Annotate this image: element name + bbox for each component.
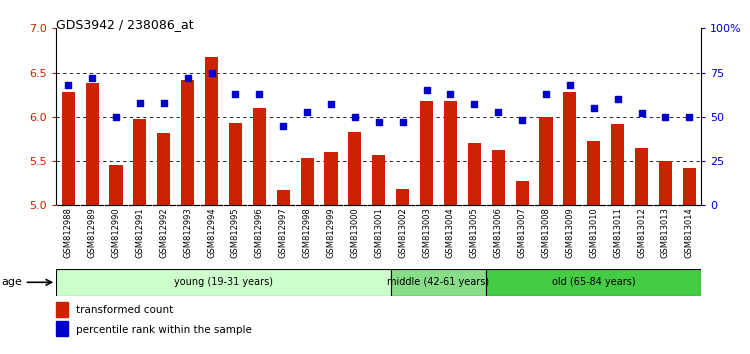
Text: transformed count: transformed count <box>76 305 172 315</box>
Text: GSM812994: GSM812994 <box>207 207 216 258</box>
Point <box>659 114 671 120</box>
Point <box>445 91 457 97</box>
Bar <box>372 155 386 205</box>
Bar <box>134 120 146 205</box>
Point <box>134 100 146 105</box>
Bar <box>635 148 648 205</box>
Bar <box>391 269 486 296</box>
Text: young (19-31 years): young (19-31 years) <box>174 277 273 287</box>
Bar <box>56 269 391 296</box>
Bar <box>205 57 218 205</box>
Point <box>683 114 695 120</box>
Bar <box>492 150 505 205</box>
Point <box>373 119 385 125</box>
Bar <box>682 168 696 205</box>
Text: GSM813003: GSM813003 <box>422 207 431 258</box>
Text: GDS3942 / 238086_at: GDS3942 / 238086_at <box>56 18 194 31</box>
Bar <box>253 108 266 205</box>
Bar <box>277 190 290 205</box>
Text: GSM812991: GSM812991 <box>135 207 144 258</box>
Point <box>62 82 74 88</box>
Point <box>421 87 433 93</box>
Text: GSM813004: GSM813004 <box>446 207 455 258</box>
Text: age: age <box>2 277 22 287</box>
Bar <box>658 161 672 205</box>
Text: GSM813005: GSM813005 <box>470 207 478 258</box>
Text: old (65-84 years): old (65-84 years) <box>552 277 635 287</box>
Text: GSM812996: GSM812996 <box>255 207 264 258</box>
Text: GSM813012: GSM813012 <box>637 207 646 258</box>
Point <box>278 123 290 129</box>
Bar <box>181 80 194 205</box>
Bar <box>325 152 338 205</box>
Point <box>635 110 647 116</box>
Bar <box>611 124 624 205</box>
Bar <box>86 83 99 205</box>
Point <box>325 102 337 107</box>
Bar <box>348 132 361 205</box>
Bar <box>444 101 457 205</box>
Bar <box>62 92 75 205</box>
Point <box>612 96 624 102</box>
Point <box>588 105 600 111</box>
Bar <box>539 117 553 205</box>
Point <box>110 114 122 120</box>
Point <box>158 100 170 105</box>
Point <box>86 75 98 81</box>
Text: GSM812993: GSM812993 <box>183 207 192 258</box>
Text: GSM813006: GSM813006 <box>494 207 502 258</box>
Point <box>468 102 480 107</box>
Point <box>540 91 552 97</box>
Text: GSM813009: GSM813009 <box>566 207 574 258</box>
Point <box>516 118 528 123</box>
Text: GSM813014: GSM813014 <box>685 207 694 258</box>
Text: GSM812990: GSM812990 <box>112 207 121 258</box>
Text: GSM812995: GSM812995 <box>231 207 240 258</box>
Text: GSM813011: GSM813011 <box>614 207 622 258</box>
Bar <box>587 141 600 205</box>
Text: GSM813002: GSM813002 <box>398 207 407 258</box>
Point <box>230 91 242 97</box>
Point <box>301 109 313 114</box>
Bar <box>468 143 481 205</box>
Bar <box>110 166 122 205</box>
Text: GSM813010: GSM813010 <box>590 207 598 258</box>
Bar <box>486 269 701 296</box>
Text: GSM813001: GSM813001 <box>374 207 383 258</box>
Text: middle (42-61 years): middle (42-61 years) <box>388 277 490 287</box>
Point <box>182 75 194 81</box>
Text: GSM813000: GSM813000 <box>350 207 359 258</box>
Bar <box>420 101 433 205</box>
Point <box>492 109 504 114</box>
Text: GSM812998: GSM812998 <box>302 207 311 258</box>
Bar <box>515 181 529 205</box>
Bar <box>56 302 68 317</box>
Bar <box>158 133 170 205</box>
Bar <box>56 321 68 336</box>
Bar <box>396 189 410 205</box>
Point <box>397 119 409 125</box>
Text: GSM812997: GSM812997 <box>279 207 288 258</box>
Text: GSM813007: GSM813007 <box>518 207 526 258</box>
Bar <box>229 123 242 205</box>
Point <box>254 91 266 97</box>
Text: GSM812999: GSM812999 <box>326 207 335 258</box>
Text: GSM812989: GSM812989 <box>88 207 97 258</box>
Point <box>206 70 218 75</box>
Point <box>564 82 576 88</box>
Bar <box>301 159 313 205</box>
Bar <box>563 92 577 205</box>
Text: GSM813013: GSM813013 <box>661 207 670 258</box>
Text: percentile rank within the sample: percentile rank within the sample <box>76 325 251 335</box>
Text: GSM812988: GSM812988 <box>64 207 73 258</box>
Text: GSM812992: GSM812992 <box>159 207 168 258</box>
Point <box>349 114 361 120</box>
Text: GSM813008: GSM813008 <box>542 207 550 258</box>
